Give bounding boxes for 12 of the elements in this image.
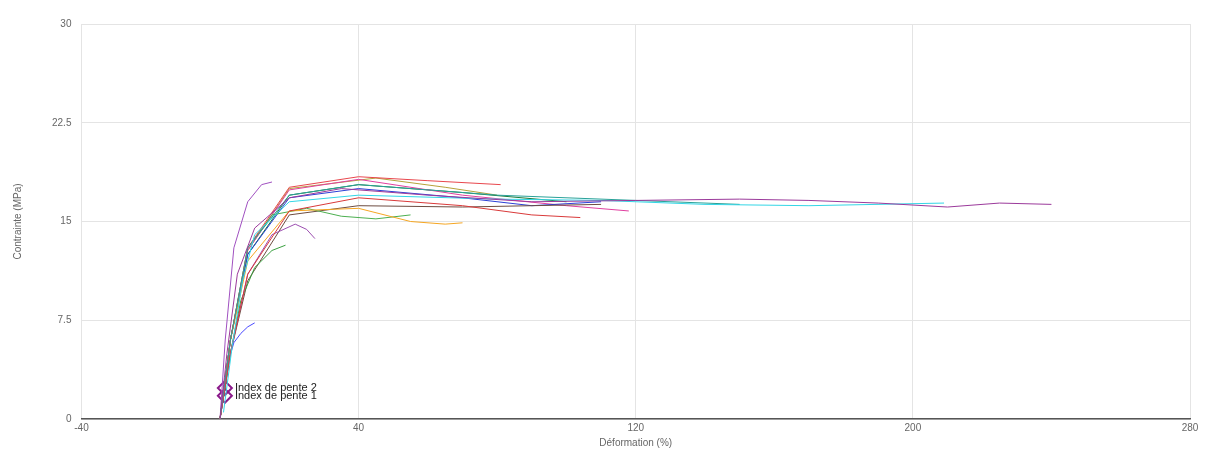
y-tick-label: 0 bbox=[65, 412, 72, 424]
x-tick-label: 280 bbox=[1181, 421, 1199, 433]
y-tick-label: 15 bbox=[60, 215, 72, 227]
x-tick-label: -40 bbox=[74, 421, 90, 433]
x-tick-label: 120 bbox=[627, 421, 645, 433]
x-axis-title: Déformation (%) bbox=[599, 436, 673, 448]
y-axis-title: Contrainte (MPa) bbox=[11, 183, 23, 260]
x-tick-label: 200 bbox=[904, 421, 922, 433]
y-tick-label: 30 bbox=[60, 17, 72, 29]
y-tick-label: 7.5 bbox=[57, 314, 72, 325]
y-tick-label: 22.5 bbox=[51, 116, 72, 128]
x-tick-label: 40 bbox=[353, 421, 365, 433]
